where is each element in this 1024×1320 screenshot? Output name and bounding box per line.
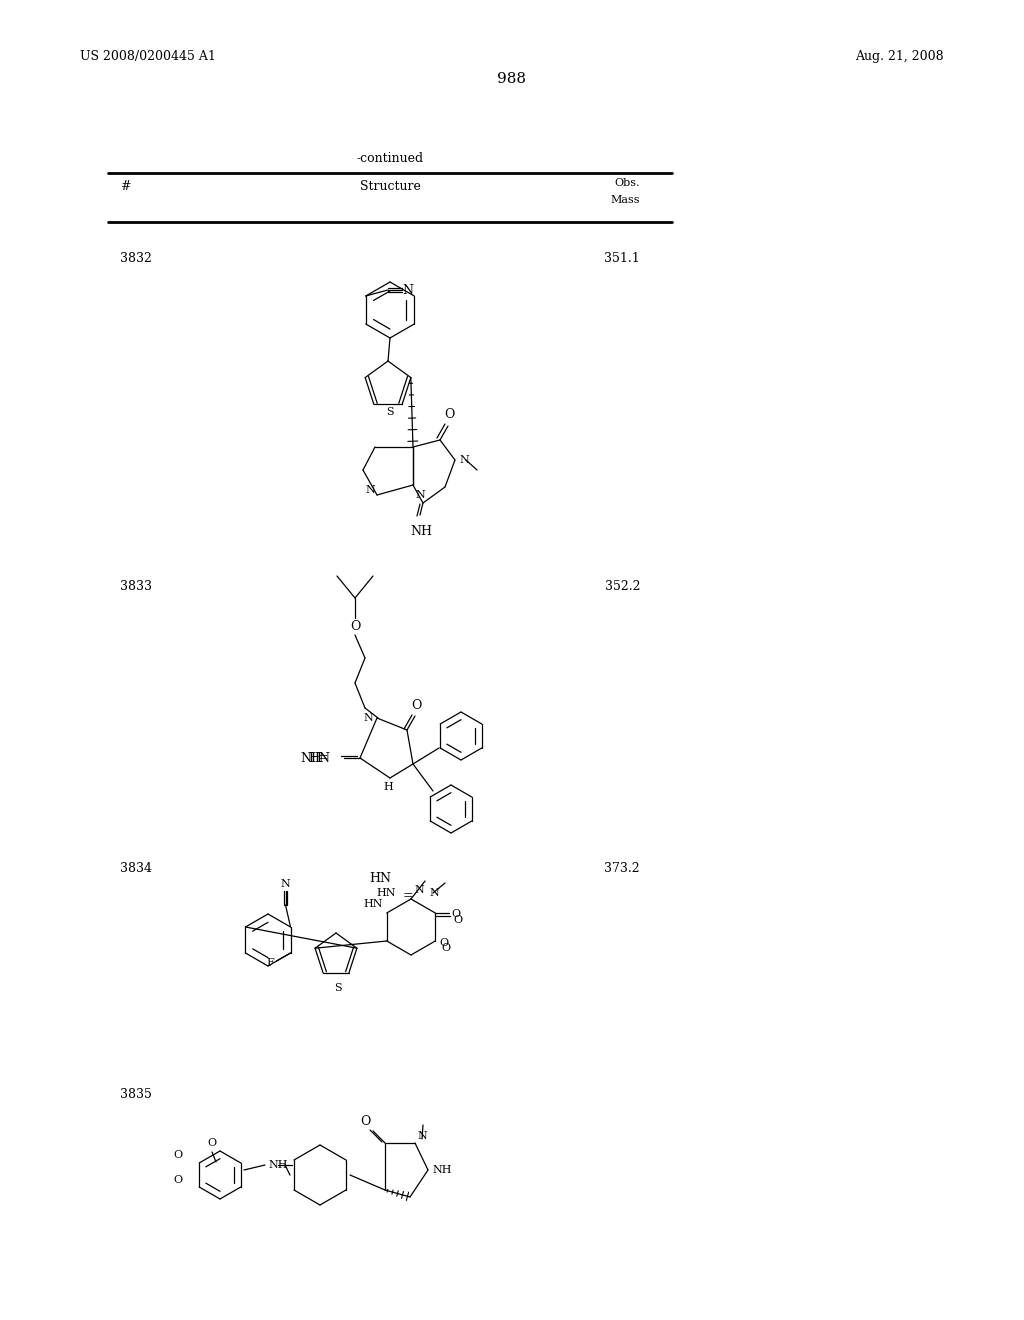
Text: H: H bbox=[383, 781, 393, 792]
Text: HN: HN bbox=[369, 871, 391, 884]
Text: O: O bbox=[439, 939, 449, 948]
Text: Obs.: Obs. bbox=[614, 178, 640, 187]
Text: HN: HN bbox=[364, 899, 383, 909]
Text: O: O bbox=[173, 1150, 182, 1160]
Text: 3832: 3832 bbox=[120, 252, 152, 265]
Text: S: S bbox=[386, 408, 394, 417]
Text: =: = bbox=[403, 890, 414, 903]
Text: Mass: Mass bbox=[610, 195, 640, 205]
Text: #: # bbox=[120, 180, 130, 193]
Text: O: O bbox=[173, 1175, 182, 1185]
Text: NH: NH bbox=[300, 751, 322, 764]
Text: US 2008/0200445 A1: US 2008/0200445 A1 bbox=[80, 50, 216, 63]
Text: 3835: 3835 bbox=[120, 1088, 152, 1101]
Text: N: N bbox=[366, 484, 375, 495]
Text: Aug. 21, 2008: Aug. 21, 2008 bbox=[855, 50, 944, 63]
Text: N: N bbox=[429, 888, 438, 898]
Text: HN: HN bbox=[377, 888, 396, 898]
Text: -continued: -continued bbox=[356, 152, 424, 165]
Text: Structure: Structure bbox=[359, 180, 421, 193]
Text: S: S bbox=[334, 983, 342, 993]
Text: NH: NH bbox=[432, 1166, 452, 1175]
Text: F: F bbox=[267, 958, 274, 968]
Text: NH: NH bbox=[268, 1160, 288, 1170]
Text: N: N bbox=[281, 879, 291, 888]
Text: 988: 988 bbox=[498, 73, 526, 86]
Text: O: O bbox=[443, 408, 455, 421]
Text: O: O bbox=[208, 1138, 216, 1148]
Text: 351.1: 351.1 bbox=[604, 252, 640, 265]
Text: NH: NH bbox=[410, 525, 432, 539]
Text: N: N bbox=[417, 1131, 427, 1140]
Text: N: N bbox=[402, 284, 414, 297]
Text: O: O bbox=[453, 915, 462, 925]
Text: O: O bbox=[411, 700, 421, 711]
Text: N: N bbox=[415, 490, 425, 500]
Text: 3833: 3833 bbox=[120, 579, 152, 593]
Text: HN: HN bbox=[308, 751, 330, 764]
Text: N: N bbox=[459, 455, 469, 465]
Text: N: N bbox=[364, 713, 373, 723]
Text: 3834: 3834 bbox=[120, 862, 152, 875]
Text: O: O bbox=[441, 942, 451, 953]
Text: O: O bbox=[452, 909, 461, 919]
Text: 373.2: 373.2 bbox=[604, 862, 640, 875]
Text: O: O bbox=[360, 1115, 371, 1129]
Text: N: N bbox=[414, 884, 424, 895]
Text: O: O bbox=[350, 619, 360, 632]
Text: =: = bbox=[317, 751, 328, 764]
Text: 352.2: 352.2 bbox=[604, 579, 640, 593]
